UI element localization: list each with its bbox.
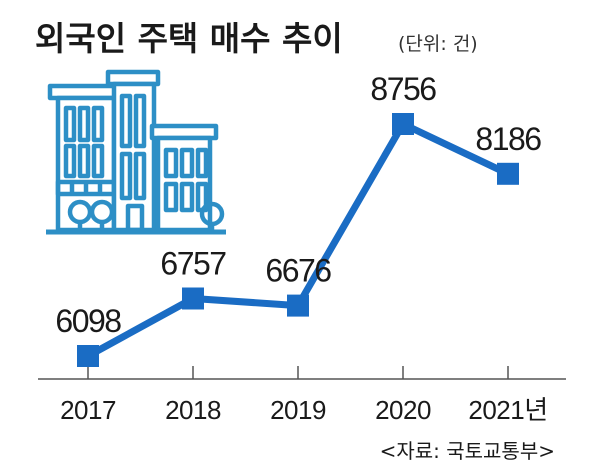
data-labels: 6098 6757 6676 8756 8186 bbox=[55, 71, 542, 339]
x-axis-ticks bbox=[87, 366, 509, 379]
chart-title: 외국인 주택 매수 추이 bbox=[35, 19, 343, 58]
x-tick-label: 2019 bbox=[270, 395, 326, 425]
data-label: 6757 bbox=[160, 246, 226, 282]
x-tick-label: 2021년 bbox=[468, 395, 547, 425]
x-tick-label: 2020 bbox=[375, 395, 431, 425]
source-label: <자료: 국토교통부> bbox=[380, 439, 555, 463]
unit-label: (단위: 건) bbox=[398, 33, 478, 55]
buildings-icon bbox=[46, 69, 226, 235]
x-tick-label: 2017 bbox=[60, 395, 116, 425]
data-point-marker bbox=[497, 162, 519, 185]
data-label: 8186 bbox=[475, 121, 541, 157]
data-markers bbox=[77, 113, 519, 367]
data-label: 8756 bbox=[370, 71, 436, 107]
data-point-marker bbox=[392, 113, 414, 135]
data-point-marker bbox=[287, 294, 309, 317]
data-label: 6676 bbox=[265, 253, 331, 289]
data-label: 6098 bbox=[55, 303, 121, 339]
data-point-marker bbox=[182, 287, 204, 310]
x-tick-labels: 2017 2018 2019 2020 2021년 bbox=[60, 395, 548, 425]
x-tick-label: 2018 bbox=[165, 395, 221, 425]
data-point-marker bbox=[77, 345, 99, 367]
